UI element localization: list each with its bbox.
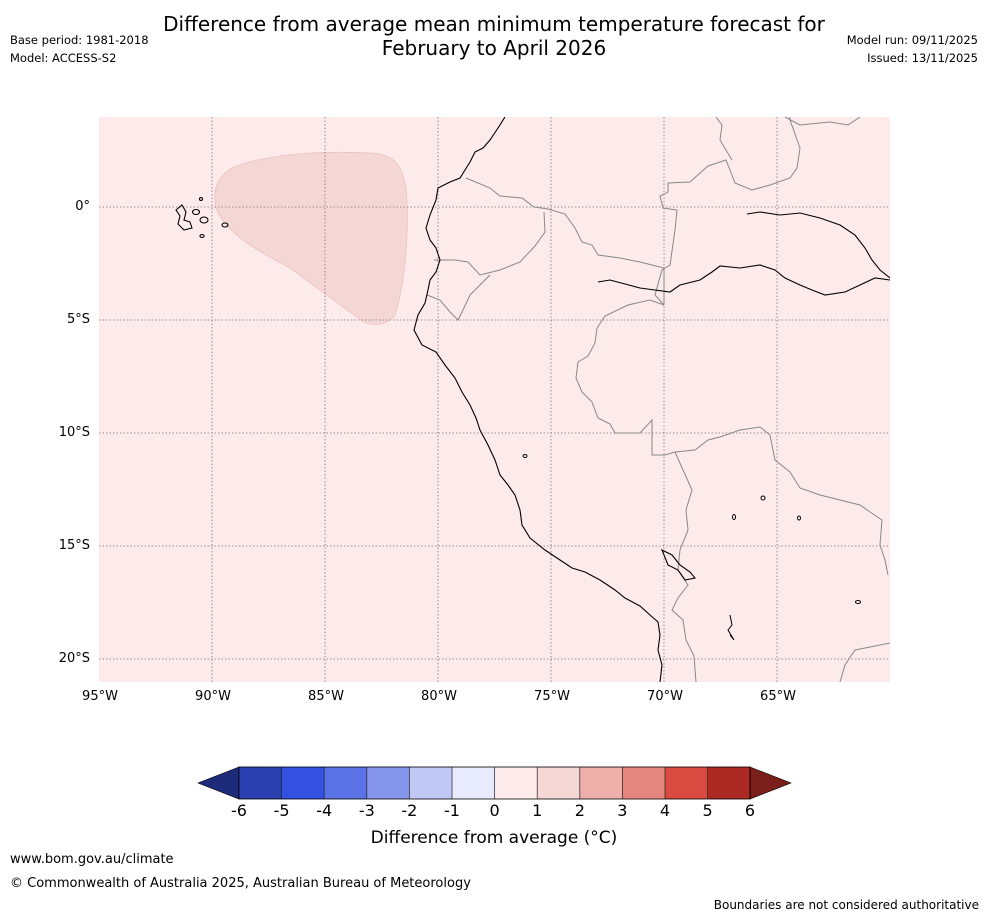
- boundary-disclaimer: Boundaries are not considered authoritat…: [713, 898, 979, 912]
- colorbar-seg-1-2: [537, 767, 580, 799]
- colorbar-seg-m1-0: [452, 767, 495, 799]
- cb-tick-6: 6: [744, 801, 756, 820]
- meta-right: Model run: 09/11/2025 Issued: 13/11/2025: [847, 31, 978, 67]
- footer-url: www.bom.gov.au/climate: [10, 852, 174, 867]
- lat-label-10s: 10°S: [58, 425, 90, 440]
- cb-tick-2: 2: [574, 801, 585, 820]
- cb-tick-4: 4: [659, 801, 671, 820]
- lon-label-95w: 95°W: [82, 689, 118, 704]
- colorbar-extend-low: [197, 766, 240, 800]
- colorbar-seg-2-3: [579, 767, 623, 799]
- cb-tick-3: 3: [617, 801, 628, 820]
- cb-tick-0: 0: [489, 801, 500, 820]
- colorbar-extend-high: [749, 766, 792, 800]
- lat-label-20s: 20°S: [58, 651, 90, 666]
- lat-label-5s: 5°S: [66, 312, 90, 327]
- cb-tick-m1: -1: [444, 801, 460, 820]
- cb-tick-1: 1: [532, 801, 543, 820]
- cb-tick-m6: -6: [231, 801, 247, 820]
- graticule: [99, 117, 890, 682]
- base-period: Base period: 1981-2018: [10, 33, 149, 47]
- issued-date: Issued: 13/11/2025: [867, 51, 978, 65]
- galapagos-islands: [175, 196, 229, 239]
- colorbar-seg-4-5: [665, 767, 708, 799]
- model-name: Model: ACCESS-S2: [10, 51, 117, 65]
- lon-label-85w: 85°W: [308, 689, 344, 704]
- colorbar-seg-m3-m2: [366, 767, 410, 799]
- cb-tick-m5: -5: [273, 801, 290, 820]
- lon-label-65w: 65°W: [760, 689, 796, 704]
- cb-tick-m2: -2: [401, 801, 418, 820]
- colorbar-outline: [238, 766, 751, 800]
- lon-label-90w: 90°W: [195, 689, 231, 704]
- colorbar-seg-m5-m4: [281, 767, 325, 799]
- colorbar-seg-5-6: [707, 767, 750, 799]
- cb-tick-5: 5: [702, 801, 713, 820]
- cb-tick-m3: -3: [358, 801, 375, 820]
- colorbar-seg-3-4: [622, 767, 665, 799]
- colorbar-seg-0-1: [494, 767, 538, 799]
- colorbar-seg-m2-m1: [409, 767, 452, 799]
- meta-left: Base period: 1981-2018 Model: ACCESS-S2: [10, 31, 149, 67]
- title-line-1: Difference from average mean minimum tem…: [163, 12, 825, 36]
- colorbar-title: Difference from average (°C): [370, 828, 618, 848]
- map-title: Difference from average mean minimum tem…: [0, 12, 988, 60]
- cb-tick-m4: -4: [316, 801, 333, 820]
- lon-label-80w: 80°W: [421, 689, 457, 704]
- lat-label-0: 0°: [75, 199, 90, 214]
- colorbar: [197, 766, 792, 800]
- lat-label-15s: 15°S: [58, 538, 90, 553]
- lon-label-70w: 70°W: [647, 689, 683, 704]
- colorbar-seg-m6-m5: [239, 767, 282, 799]
- model-run: Model run: 09/11/2025: [846, 33, 978, 47]
- country-borders: [426, 117, 890, 682]
- lake-islands: [522, 454, 861, 641]
- colorbar-dividers: [281, 767, 708, 799]
- coastline: [413, 117, 890, 682]
- colorbar-seg-m4-m3: [324, 767, 367, 799]
- title-line-2: February to April 2026: [381, 36, 607, 60]
- copyright: © Commonwealth of Australia 2025, Austra…: [10, 876, 471, 891]
- lon-label-75w: 75°W: [534, 689, 570, 704]
